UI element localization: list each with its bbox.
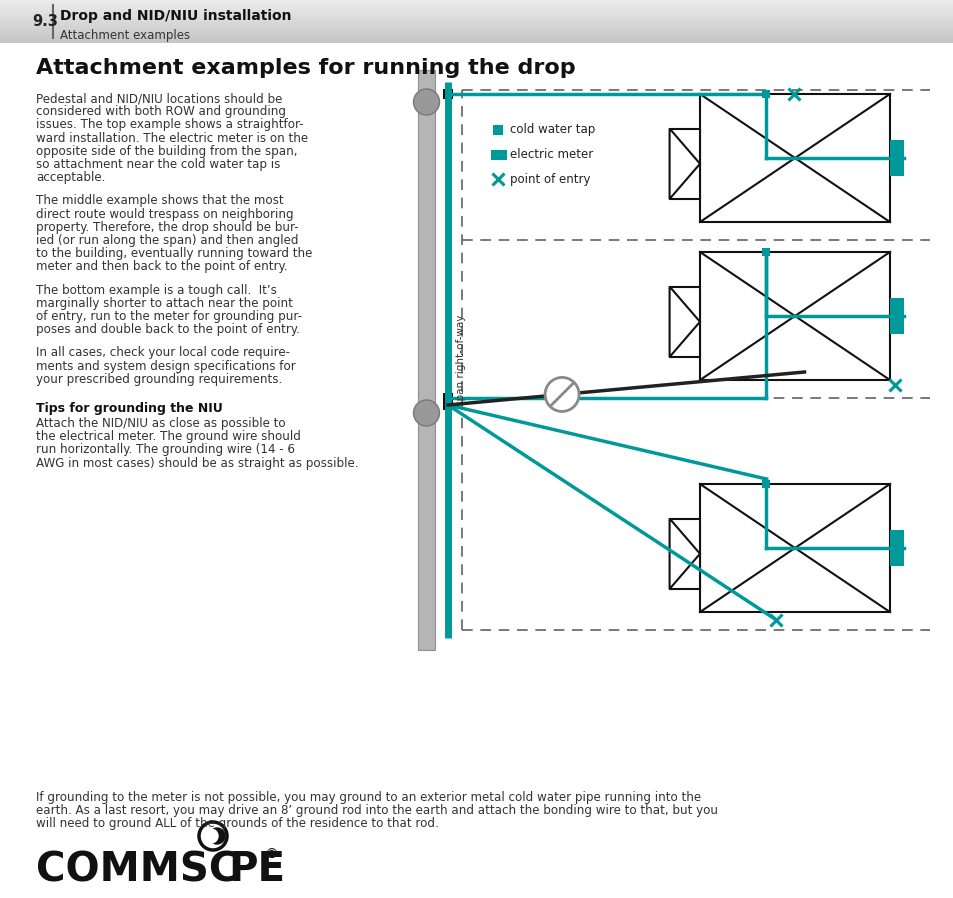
Circle shape xyxy=(544,377,578,411)
Bar xyxy=(0,37,953,39)
Polygon shape xyxy=(669,286,700,357)
Bar xyxy=(0,3,953,4)
Bar xyxy=(889,530,903,566)
Bar xyxy=(700,484,889,612)
Bar xyxy=(0,39,953,40)
Circle shape xyxy=(413,89,439,115)
Circle shape xyxy=(413,400,439,426)
Bar xyxy=(889,298,903,334)
Bar xyxy=(0,33,953,34)
Bar xyxy=(0,23,953,24)
Text: PE: PE xyxy=(228,850,285,890)
Polygon shape xyxy=(669,518,700,589)
Bar xyxy=(0,36,953,37)
Bar xyxy=(417,70,435,650)
Bar xyxy=(0,9,953,10)
Bar xyxy=(0,2,953,3)
Text: meter and then back to the point of entry.: meter and then back to the point of entr… xyxy=(36,260,287,273)
Text: acceptable.: acceptable. xyxy=(36,172,105,184)
Bar xyxy=(0,40,953,41)
Bar xyxy=(491,150,506,160)
Text: poses and double back to the point of entry.: poses and double back to the point of en… xyxy=(36,323,299,336)
Text: Pedestal and NID/NIU locations should be: Pedestal and NID/NIU locations should be xyxy=(36,92,282,105)
Bar xyxy=(442,393,453,403)
Text: ward installation. The electric meter is on the: ward installation. The electric meter is… xyxy=(36,132,308,145)
Bar xyxy=(0,19,953,20)
Bar xyxy=(0,4,953,5)
Text: COMMSC: COMMSC xyxy=(36,850,238,890)
Polygon shape xyxy=(669,128,700,199)
Bar xyxy=(0,26,953,27)
Bar xyxy=(0,27,953,29)
Text: so attachment near the cold water tap is: so attachment near the cold water tap is xyxy=(36,158,280,171)
Bar xyxy=(442,89,453,99)
Text: ied (or run along the span) and then angled: ied (or run along the span) and then ang… xyxy=(36,234,298,247)
Bar xyxy=(669,128,700,199)
Text: direct route would trespass on neighboring: direct route would trespass on neighbori… xyxy=(36,207,294,221)
Bar xyxy=(0,29,953,31)
Text: In all cases, check your local code require-: In all cases, check your local code requ… xyxy=(36,347,290,359)
Circle shape xyxy=(199,822,227,850)
Text: opposite side of the building from the span,: opposite side of the building from the s… xyxy=(36,145,297,158)
Bar xyxy=(0,34,953,36)
Bar xyxy=(669,286,700,357)
Text: Attachment examples for running the drop: Attachment examples for running the drop xyxy=(36,58,575,78)
Text: Attachment examples: Attachment examples xyxy=(60,29,190,41)
Text: issues. The top example shows a straightfor-: issues. The top example shows a straight… xyxy=(36,119,303,131)
Bar xyxy=(0,14,953,16)
Bar xyxy=(0,12,953,13)
Bar xyxy=(0,5,953,7)
Bar xyxy=(0,17,953,19)
Text: ments and system design specifications for: ments and system design specifications f… xyxy=(36,359,295,373)
Bar xyxy=(0,0,953,2)
Text: to the building, eventually running toward the: to the building, eventually running towa… xyxy=(36,247,312,260)
Text: marginally shorter to attach near the point: marginally shorter to attach near the po… xyxy=(36,297,293,310)
Text: earth. As a last resort, you may drive an 8’ ground rod into the earth and attac: earth. As a last resort, you may drive a… xyxy=(36,805,718,817)
Text: The middle example shows that the most: The middle example shows that the most xyxy=(36,194,283,207)
Text: your prescribed grounding requirements.: your prescribed grounding requirements. xyxy=(36,373,282,386)
Circle shape xyxy=(203,828,218,844)
Bar xyxy=(889,140,903,176)
Text: considered with both ROW and grounding: considered with both ROW and grounding xyxy=(36,105,286,119)
Text: If grounding to the meter is not possible, you may ground to an exterior metal c: If grounding to the meter is not possibl… xyxy=(36,791,700,804)
Text: point of entry: point of entry xyxy=(510,172,590,186)
Text: Drop and NID/NIU installation: Drop and NID/NIU installation xyxy=(60,9,292,23)
Bar xyxy=(0,41,953,43)
Bar xyxy=(0,13,953,14)
Bar xyxy=(442,400,453,410)
Text: will need to ground ALL of the grounds of the residence to that rod.: will need to ground ALL of the grounds o… xyxy=(36,817,438,831)
Bar xyxy=(0,22,953,23)
Text: property. Therefore, the drop should be bur-: property. Therefore, the drop should be … xyxy=(36,221,298,233)
Text: The bottom example is a tough call.  It’s: The bottom example is a tough call. It’s xyxy=(36,284,276,296)
Text: run horizontally. The grounding wire (14 - 6: run horizontally. The grounding wire (14… xyxy=(36,444,294,456)
Text: Tips for grounding the NIU: Tips for grounding the NIU xyxy=(36,402,222,415)
Circle shape xyxy=(208,827,226,845)
Text: 9.3: 9.3 xyxy=(32,13,58,29)
Bar xyxy=(0,16,953,17)
Bar xyxy=(0,24,953,26)
Text: Attach the NID/NIU as close as possible to: Attach the NID/NIU as close as possible … xyxy=(36,417,285,430)
Bar xyxy=(700,252,889,380)
Text: AWG in most cases) should be as straight as possible.: AWG in most cases) should be as straight… xyxy=(36,456,358,470)
Text: ®: ® xyxy=(264,848,277,862)
Bar xyxy=(0,20,953,22)
Text: the electrical meter. The ground wire should: the electrical meter. The ground wire sh… xyxy=(36,430,300,444)
Text: cold water tap: cold water tap xyxy=(510,124,595,136)
Text: of entry, run to the meter for grounding pur-: of entry, run to the meter for grounding… xyxy=(36,310,302,323)
Bar xyxy=(700,94,889,222)
Text: electric meter: electric meter xyxy=(510,148,593,162)
Bar xyxy=(0,7,953,9)
Bar xyxy=(0,10,953,12)
Bar xyxy=(669,518,700,589)
Text: span right-of-way: span right-of-way xyxy=(456,314,465,406)
Bar xyxy=(0,31,953,33)
